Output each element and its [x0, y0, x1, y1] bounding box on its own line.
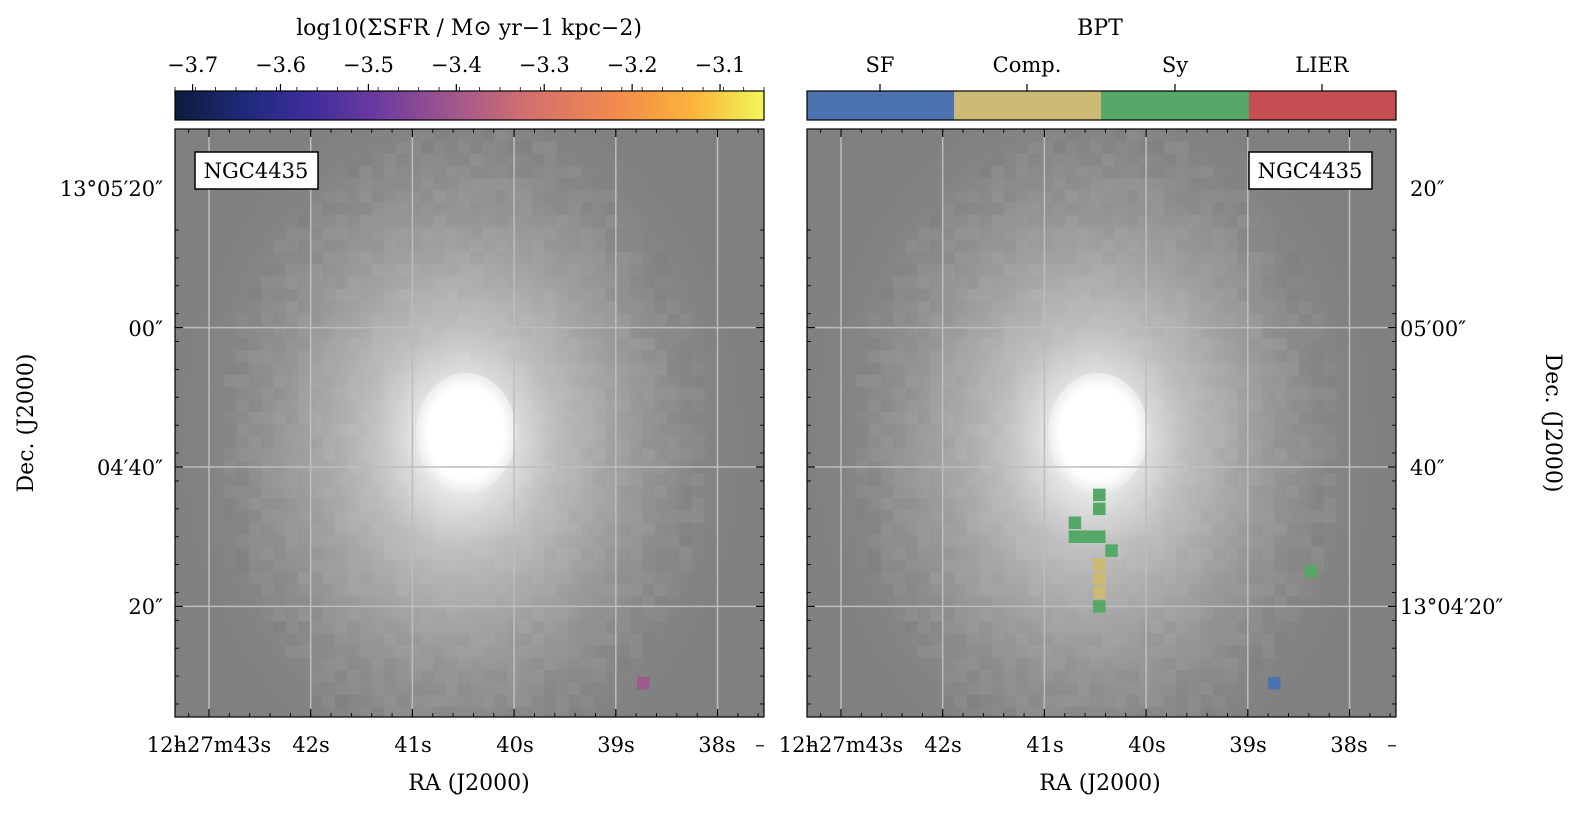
- colorbar-tick-label: −3.6: [255, 53, 306, 77]
- y-tick-label: 05′00″: [1400, 317, 1466, 341]
- bpt-pixel: [1093, 572, 1106, 585]
- colorbar-title: log10(ΣSFR / M⊙ yr−1 kpc−2): [296, 16, 642, 41]
- x-tick-label: 42s: [292, 733, 330, 757]
- left-grid: [175, 129, 764, 717]
- x-tick-label: 38s: [1330, 733, 1368, 757]
- left-y-axis-label: Dec. (J2000): [14, 354, 39, 493]
- right-panel: BPT SF Comp. Sy LIER NGC4435: [779, 16, 1565, 796]
- bpt-pixel: [1080, 530, 1094, 543]
- bpt-class-swatch-sy: [1101, 91, 1249, 120]
- x-tick-label: 12h27m43s: [779, 733, 903, 757]
- colorbar-tick-label: −3.1: [695, 53, 746, 77]
- x-tick-label: 41s: [394, 733, 432, 757]
- left-image: [175, 129, 764, 717]
- right-overlay-pixels: [1068, 488, 1318, 690]
- colorbar-ticks: −3.7 −3.6 −3.5 −3.4 −3.3 −3.2 −3.1: [167, 53, 765, 91]
- left-label-text: NGC4435: [204, 159, 309, 183]
- left-overlay-pixels: [637, 676, 650, 690]
- y-tick-label: 40″: [1410, 456, 1445, 480]
- colorbar-tick-label: −3.7: [167, 53, 218, 77]
- right-image: [807, 129, 1396, 717]
- colorbar-tick-label: −3.3: [519, 53, 570, 77]
- bpt-class-label: SF: [866, 53, 895, 77]
- bpt-class-label: LIER: [1295, 53, 1350, 77]
- bpt-pixel: [1267, 676, 1281, 690]
- x-tick-label: 12h27m43s: [147, 733, 271, 757]
- bpt-title: BPT: [1077, 16, 1123, 41]
- left-x-axis-label: RA (J2000): [408, 771, 529, 796]
- right-frame: [806, 128, 1397, 718]
- left-label-box: [194, 151, 319, 190]
- bpt-pixel: [1093, 600, 1106, 613]
- y-tick-label: 13°04′20″: [1400, 595, 1503, 619]
- colorbar-gradient: [174, 90, 765, 121]
- bpt-pixel: [1105, 544, 1118, 557]
- bpt-pixel: [1068, 516, 1082, 530]
- left-axis-ticks: [175, 129, 764, 747]
- y-tick-label: 04′40″: [97, 456, 163, 480]
- bpt-class-swatch-comp: [954, 91, 1101, 120]
- bpt-pixel: [1068, 530, 1082, 543]
- right-label-text: NGC4435: [1258, 159, 1363, 183]
- right-x-axis-label: RA (J2000): [1039, 771, 1160, 796]
- y-tick-label: 20″: [1410, 177, 1445, 201]
- right-x-tick-labels: 12h27m43s 42s 41s 40s 39s 38s: [779, 733, 1368, 757]
- bpt-pixel: [1093, 558, 1106, 571]
- bpt-class-swatch-lier: [1249, 91, 1396, 120]
- x-tick-label: 40s: [1128, 733, 1166, 757]
- left-x-tick-labels: 12h27m43s 42s 41s 40s 39s 38s: [147, 733, 736, 757]
- bpt-colorbar: SF Comp. Sy LIER: [806, 53, 1397, 121]
- right-axis-ticks: [807, 129, 1396, 747]
- y-tick-label: 00″: [128, 317, 163, 341]
- bpt-class-label: Comp.: [993, 53, 1062, 77]
- colorbar-tick-label: −3.2: [607, 53, 658, 77]
- x-tick-label: 38s: [698, 733, 736, 757]
- left-panel: log10(ΣSFR / M⊙ yr−1 kpc−2) −3.7 −3.6 −3.5…: [14, 16, 765, 796]
- y-tick-label: 20″: [128, 595, 163, 619]
- bpt-pixel: [1093, 530, 1106, 543]
- x-tick-label: 41s: [1026, 733, 1064, 757]
- sfr-pixel: [637, 676, 650, 690]
- bpt-class-label: Sy: [1162, 53, 1188, 77]
- x-tick-label: 39s: [1229, 733, 1267, 757]
- x-tick-label: 39s: [597, 733, 635, 757]
- bpt-pixel: [1093, 488, 1106, 502]
- colorbar-tick-label: −3.4: [431, 53, 482, 77]
- x-tick-label: 42s: [924, 733, 962, 757]
- x-tick-label: 40s: [496, 733, 534, 757]
- right-label-box: [1248, 151, 1373, 190]
- bpt-pixel: [1093, 586, 1106, 599]
- right-y-tick-labels: 20″ 05′00″ 40″ 13°04′20″: [1400, 177, 1503, 619]
- left-y-tick-labels: 13°05′20″ 00″ 04′40″ 20″: [60, 177, 163, 619]
- bpt-pixel: [1304, 565, 1318, 578]
- right-y-axis-label: Dec. (J2000): [1540, 354, 1565, 493]
- bpt-class-swatch-sf: [807, 91, 954, 120]
- y-tick-label: 13°05′20″: [60, 177, 163, 201]
- left-frame: [174, 128, 765, 718]
- bpt-pixel: [1093, 502, 1106, 516]
- colorbar-tick-label: −3.5: [343, 53, 394, 77]
